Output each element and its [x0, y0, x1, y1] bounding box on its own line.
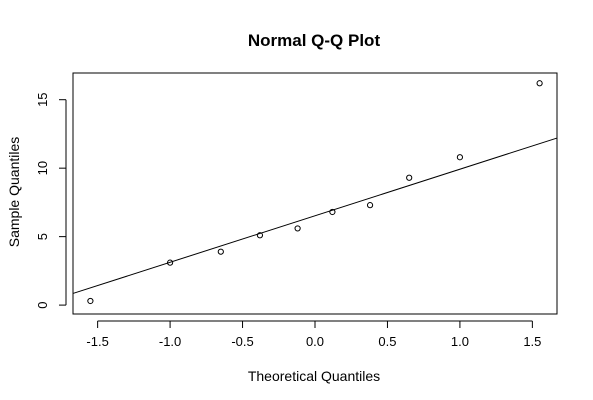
x-tick-label: -1.0	[159, 334, 181, 349]
x-tick-label: 1.5	[523, 334, 541, 349]
data-point	[456, 154, 464, 161]
x-tick-label: -1.5	[86, 334, 108, 349]
data-point	[536, 80, 543, 87]
data-points	[87, 80, 543, 305]
data-point	[406, 174, 413, 181]
plot-frame	[72, 72, 558, 315]
y-axis-label: Sample Quantiles	[6, 137, 22, 248]
data-point	[329, 208, 336, 216]
data-point	[294, 225, 301, 232]
x-tick-label: 1.0	[451, 334, 469, 349]
data-point	[217, 248, 224, 255]
data-point	[256, 232, 264, 239]
y-tick-label: 15	[35, 92, 50, 106]
reference-line-group	[72, 137, 558, 294]
y-tick-label: 0	[35, 301, 50, 308]
data-point	[87, 297, 94, 305]
y-tick-label: 5	[35, 233, 50, 240]
data-point	[366, 202, 374, 209]
x-tick-label: 0.5	[378, 334, 396, 349]
y-axis: 0 5 10 15	[35, 92, 67, 309]
data-point	[166, 259, 174, 266]
qq-reference-line	[72, 137, 558, 294]
y-tick-label: 10	[35, 161, 50, 175]
x-tick-label: 0.0	[306, 334, 324, 349]
x-tick-label: -0.5	[231, 334, 253, 349]
x-axis-label: Theoretical Quantiles	[248, 368, 380, 384]
chart-title: Normal Q-Q Plot	[248, 31, 381, 50]
x-axis: -1.5 -1.0 -0.5 0.0 0.5 1.0 1.5	[86, 320, 541, 349]
